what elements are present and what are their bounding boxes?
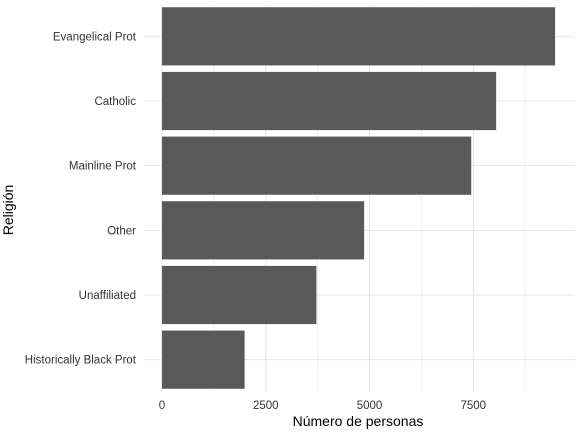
bar (162, 136, 472, 195)
y-tick-label: Catholic (94, 96, 136, 108)
x-axis-title: Número de personas (293, 413, 424, 429)
y-tick-label: Other (107, 225, 136, 237)
y-tick-label: Unaffiliated (79, 290, 136, 302)
bar (162, 7, 556, 66)
bar (162, 330, 245, 389)
x-tick-label: 0 (159, 400, 165, 412)
x-axis-tick-labels: 0 2500 5000 7500 (159, 400, 486, 412)
y-tick-label: Mainline Prot (69, 161, 137, 173)
bar (162, 201, 365, 260)
y-tick-label: Evangelical Prot (53, 31, 137, 43)
x-tick-label: 2500 (253, 400, 279, 412)
x-tick-label: 7500 (461, 400, 487, 412)
bar (162, 265, 317, 325)
x-tick-label: 5000 (357, 400, 383, 412)
y-axis-tick-labels: Evangelical Prot Catholic Mainline Prot Oth… (25, 31, 137, 366)
bars (162, 7, 556, 389)
y-tick-label: Historically Black Prot (25, 355, 137, 367)
y-axis-title: Religión (0, 185, 16, 236)
bar (162, 71, 497, 131)
